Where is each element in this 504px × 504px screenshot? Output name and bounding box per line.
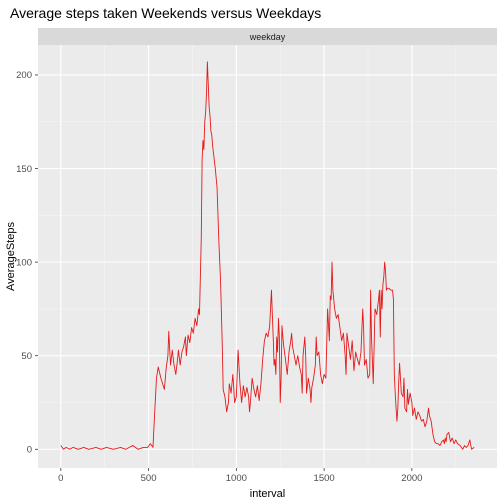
y-tick-label: 150 (16, 164, 32, 175)
x-tick-label: 2000 (401, 473, 422, 484)
y-tick-label: 100 (16, 257, 32, 268)
y-axis-title: AverageSteps (5, 222, 17, 291)
axis-ticks: 0 500 1000 1500 2000 0 50 100 150 200 (16, 70, 422, 484)
x-tick-label: 1500 (314, 473, 335, 484)
series-layer (60, 61, 475, 450)
facet-label: weekday (249, 32, 286, 42)
y-tick-label: 0 (27, 445, 32, 456)
y-tick-label: 50 (21, 351, 32, 362)
x-axis-title: interval (250, 488, 285, 500)
series-line (60, 61, 475, 450)
x-tick-label: 0 (58, 473, 63, 484)
y-tick-label: 200 (16, 70, 32, 81)
x-tick-label: 1000 (226, 473, 247, 484)
plot-panel (38, 45, 497, 468)
facet-strip (38, 28, 497, 45)
x-tick-label: 500 (141, 473, 157, 484)
chart-title: Average steps taken Weekends versus Week… (10, 5, 321, 21)
